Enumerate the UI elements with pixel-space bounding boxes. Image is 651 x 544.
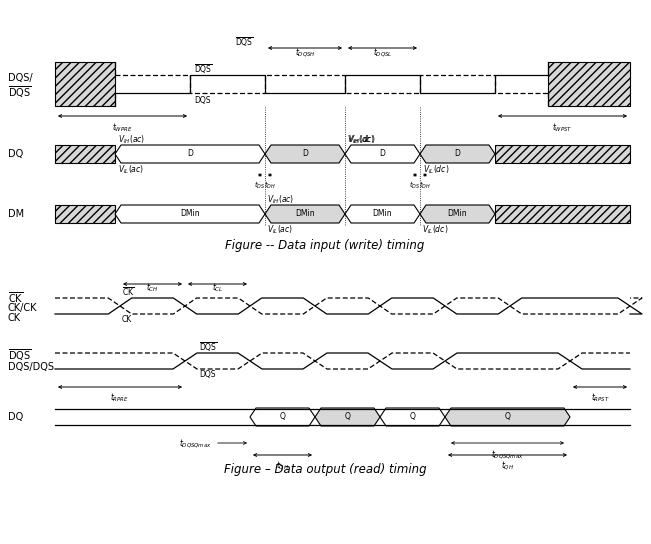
Text: CK: CK (122, 315, 132, 324)
Polygon shape (345, 145, 420, 163)
Text: $\overline{\rm DQS}$: $\overline{\rm DQS}$ (235, 35, 254, 48)
Text: $\overline{\rm CK}$: $\overline{\rm CK}$ (8, 290, 23, 305)
Text: Figure – Data output (read) timing: Figure – Data output (read) timing (224, 462, 426, 475)
Text: DQS: DQS (194, 96, 210, 105)
Text: $V_{IL}(dc)$: $V_{IL}(dc)$ (423, 163, 449, 176)
Text: $t_{DH}$: $t_{DH}$ (264, 180, 276, 191)
Text: Q: Q (344, 412, 350, 422)
Text: $\overline{\rm DQS}$: $\overline{\rm DQS}$ (8, 347, 31, 363)
Text: DQ: DQ (8, 412, 23, 422)
Bar (495, 145, 630, 163)
Text: $t_{DS}$: $t_{DS}$ (409, 180, 421, 191)
Polygon shape (265, 145, 345, 163)
Text: DQS: DQS (199, 370, 215, 379)
Text: $t_{DQSL}$: $t_{DQSL}$ (373, 46, 392, 59)
Text: DQS/: DQS/ (8, 73, 33, 83)
Text: $\overline{\rm DQS}$: $\overline{\rm DQS}$ (8, 84, 31, 100)
Bar (495, 205, 630, 223)
Text: DMin: DMin (448, 209, 467, 219)
Text: Q: Q (505, 412, 510, 422)
Text: $V_{IH}(dc)$: $V_{IH}(dc)$ (347, 134, 374, 146)
Text: D: D (187, 150, 193, 158)
Text: $t_{RPRE}$: $t_{RPRE}$ (111, 391, 130, 404)
Text: CK/CK: CK/CK (8, 303, 38, 313)
Text: $V_{IL}(ac)$: $V_{IL}(ac)$ (267, 223, 293, 236)
Polygon shape (315, 408, 380, 426)
Text: $t_{QH}$: $t_{QH}$ (501, 459, 514, 472)
Text: D: D (302, 150, 308, 158)
Text: $V_{IH}(ac)$: $V_{IH}(ac)$ (118, 134, 145, 146)
Text: $V_{IH}(dc)$: $V_{IH}(dc)$ (348, 134, 376, 146)
Text: $V_{IL}(dc)$: $V_{IL}(dc)$ (422, 223, 449, 236)
Polygon shape (420, 205, 495, 223)
Polygon shape (115, 205, 265, 223)
Text: $t_{DH}$: $t_{DH}$ (419, 180, 431, 191)
Text: $V_{IH}(ac)$: $V_{IH}(ac)$ (267, 194, 294, 207)
Text: $\overline{\rm DQS}$: $\overline{\rm DQS}$ (194, 63, 213, 76)
Bar (55, 205, 115, 223)
Text: $V_{IL}(ac)$: $V_{IL}(ac)$ (118, 163, 145, 176)
Text: $t_{WPST}$: $t_{WPST}$ (552, 121, 573, 133)
Polygon shape (380, 408, 445, 426)
Text: $t_{CH}$: $t_{CH}$ (146, 282, 159, 294)
Polygon shape (250, 408, 315, 426)
Text: $\overline{\rm DQS}$: $\overline{\rm DQS}$ (199, 341, 217, 354)
Text: $\overline{\rm CK}$: $\overline{\rm CK}$ (122, 286, 135, 298)
Text: DMin: DMin (295, 209, 315, 219)
Text: $t_{DQSH}$: $t_{DQSH}$ (295, 46, 315, 59)
Text: Figure -- Data input (write) timing: Figure -- Data input (write) timing (225, 239, 424, 252)
Text: Q: Q (279, 412, 285, 422)
Text: $t_{RPST}$: $t_{RPST}$ (590, 391, 609, 404)
Text: DMin: DMin (180, 209, 200, 219)
Text: D: D (380, 150, 385, 158)
Bar (548, 62, 630, 106)
Polygon shape (345, 205, 420, 223)
Text: DQ: DQ (8, 149, 23, 159)
Polygon shape (115, 145, 265, 163)
Text: $t_{DS}$: $t_{DS}$ (255, 180, 266, 191)
Polygon shape (445, 408, 570, 426)
Text: CK: CK (8, 313, 21, 323)
Text: $t_{DQSQmax}$: $t_{DQSQmax}$ (492, 448, 524, 461)
Text: DMin: DMin (372, 209, 393, 219)
Bar (55, 62, 115, 106)
Text: Q: Q (409, 412, 415, 422)
Text: DQS/DQS: DQS/DQS (8, 362, 54, 372)
Bar (55, 145, 115, 163)
Text: $t_{CL}$: $t_{CL}$ (212, 282, 223, 294)
Text: $t_{WPRE}$: $t_{WPRE}$ (112, 121, 133, 133)
Polygon shape (265, 205, 345, 223)
Polygon shape (420, 145, 495, 163)
Text: D: D (454, 150, 460, 158)
Text: $t_{QH}$: $t_{QH}$ (276, 459, 289, 472)
Text: DM: DM (8, 209, 24, 219)
Text: $t_{DQSQmax}$: $t_{DQSQmax}$ (180, 437, 212, 450)
